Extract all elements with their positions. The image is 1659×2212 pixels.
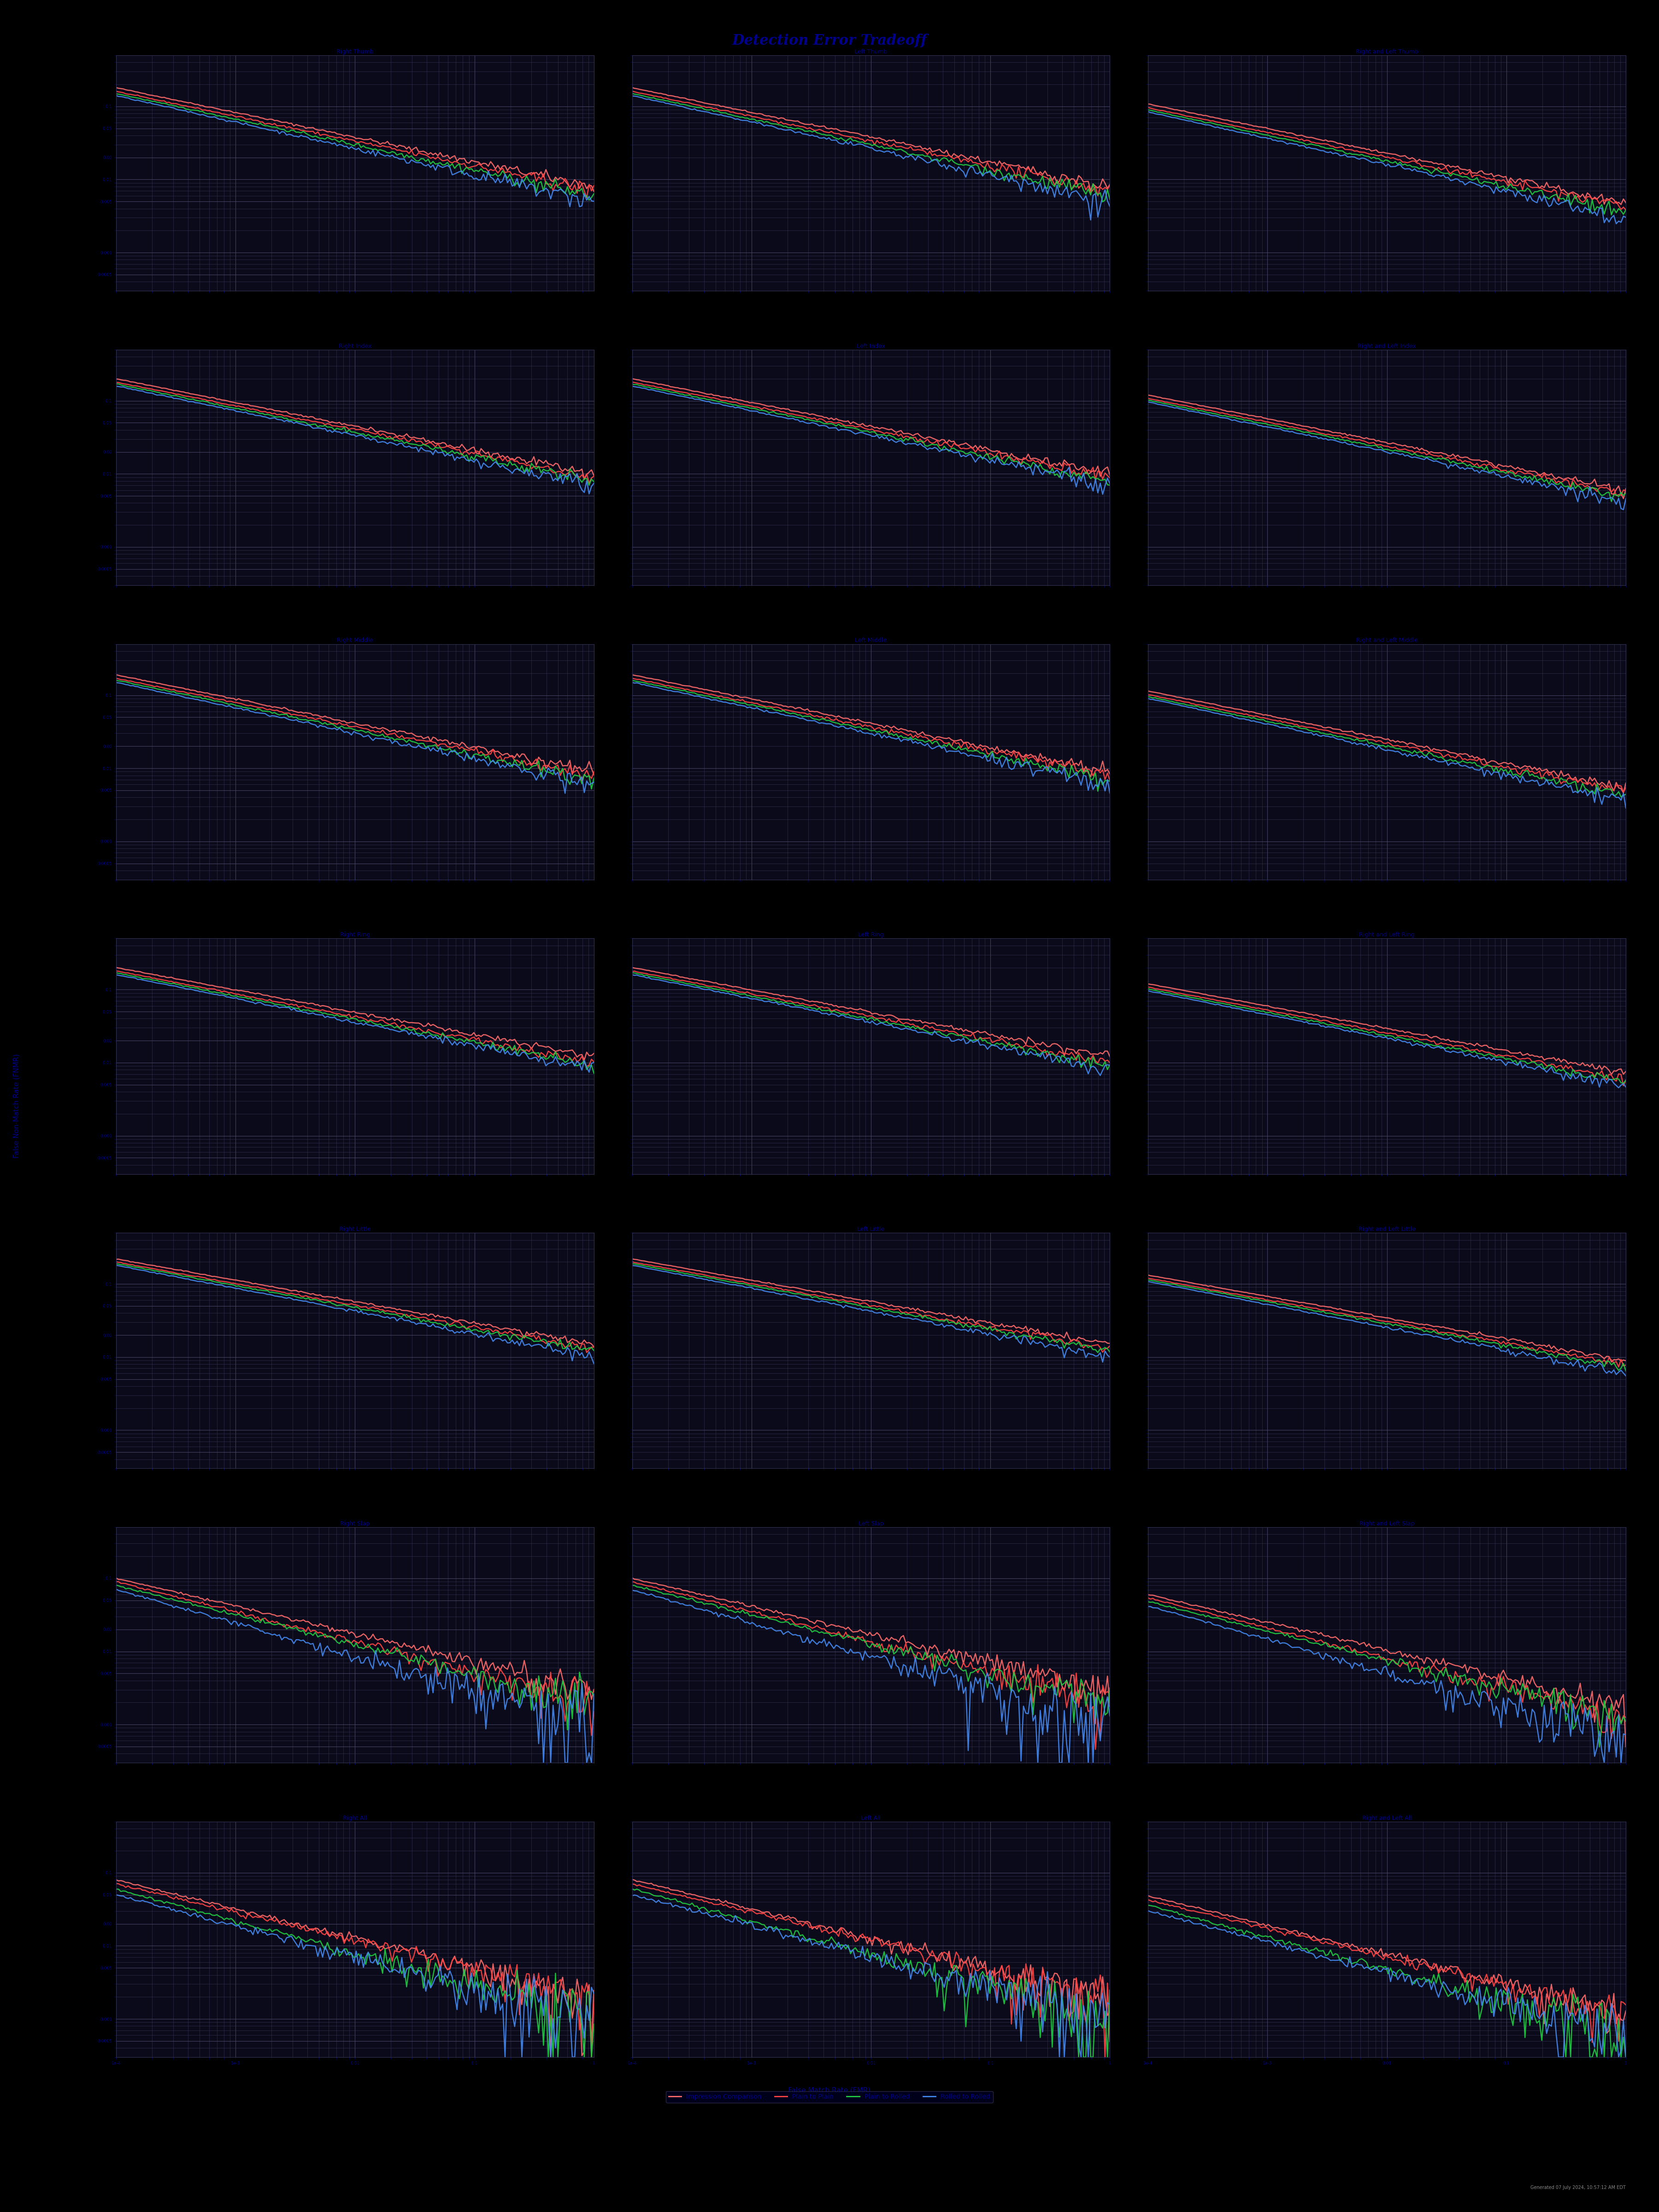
Title: Right and Left Little: Right and Left Little bbox=[1359, 1225, 1415, 1232]
Title: Left Index: Left Index bbox=[856, 343, 886, 349]
Title: Right and Left All: Right and Left All bbox=[1362, 1816, 1412, 1820]
Title: Left Slap: Left Slap bbox=[858, 1520, 884, 1526]
Title: Right Little: Right Little bbox=[338, 1225, 372, 1232]
Legend: Impression Comparison, Plain to Plain, Plain to Rolled, Rolled to Rolled: Impression Comparison, Plain to Plain, P… bbox=[665, 2090, 994, 2104]
Title: Right and Left Thumb: Right and Left Thumb bbox=[1355, 49, 1418, 55]
Text: Generated 07 July 2024, 10:57:12 AM EDT: Generated 07 July 2024, 10:57:12 AM EDT bbox=[1531, 2185, 1626, 2190]
Text: False Non-Match Rate (FNMR): False Non-Match Rate (FNMR) bbox=[13, 1053, 20, 1159]
Title: Right and Left Index: Right and Left Index bbox=[1357, 343, 1417, 349]
Title: Right Slap: Right Slap bbox=[340, 1520, 370, 1526]
Title: Left Little: Left Little bbox=[858, 1225, 884, 1232]
Title: Right All: Right All bbox=[343, 1816, 367, 1820]
Text: Detection Error Tradeoff: Detection Error Tradeoff bbox=[732, 33, 927, 46]
Title: Left Middle: Left Middle bbox=[854, 637, 888, 644]
Title: Left All: Left All bbox=[861, 1816, 881, 1820]
Title: Right Middle: Right Middle bbox=[337, 637, 373, 644]
Title: Right and Left Ring: Right and Left Ring bbox=[1359, 931, 1415, 938]
Text: False Match Rate (FMR): False Match Rate (FMR) bbox=[788, 2086, 871, 2095]
Title: Right Ring: Right Ring bbox=[340, 931, 370, 938]
Title: Left Thumb: Left Thumb bbox=[854, 49, 888, 55]
Title: Right Index: Right Index bbox=[338, 343, 372, 349]
Title: Right and Left Slap: Right and Left Slap bbox=[1359, 1520, 1415, 1526]
Title: Right Thumb: Right Thumb bbox=[337, 49, 373, 55]
Title: Left Ring: Left Ring bbox=[858, 931, 884, 938]
Title: Right and Left Middle: Right and Left Middle bbox=[1355, 637, 1418, 644]
